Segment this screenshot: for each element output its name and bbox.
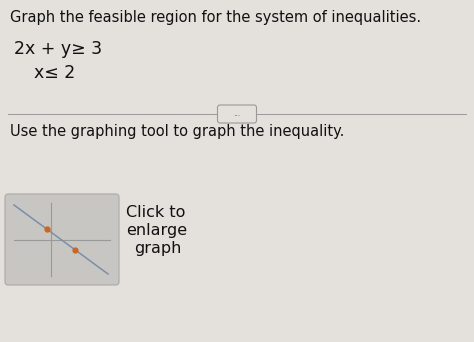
Text: Graph the feasible region for the system of inequalities.: Graph the feasible region for the system… <box>10 10 421 25</box>
Text: x≤ 2: x≤ 2 <box>34 64 75 82</box>
Text: Click to: Click to <box>126 205 185 220</box>
FancyBboxPatch shape <box>218 105 256 123</box>
FancyBboxPatch shape <box>5 194 119 285</box>
Text: graph: graph <box>134 241 182 256</box>
Text: enlarge: enlarge <box>126 223 187 238</box>
Text: Use the graphing tool to graph the inequality.: Use the graphing tool to graph the inequ… <box>10 124 345 139</box>
Text: 2x + y≥ 3: 2x + y≥ 3 <box>14 40 102 58</box>
Text: ...: ... <box>233 109 241 118</box>
